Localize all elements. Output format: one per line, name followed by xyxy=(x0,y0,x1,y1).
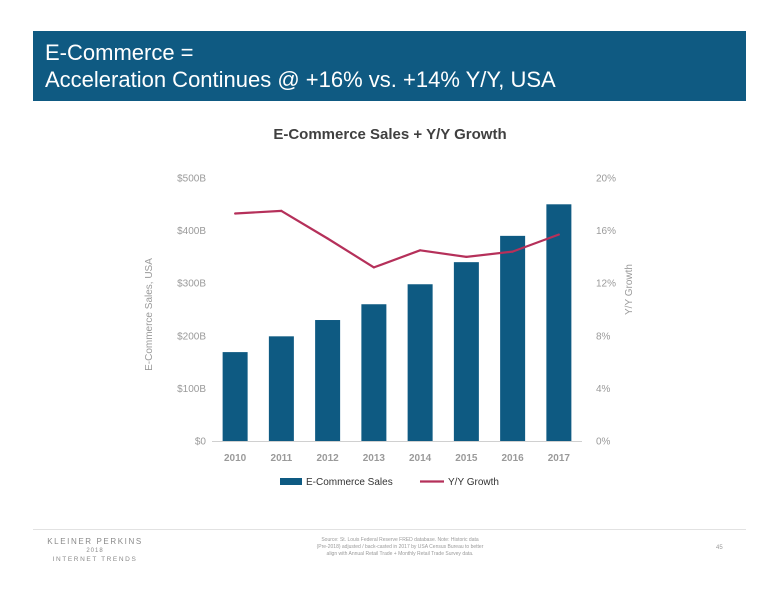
y-tick-right: 8% xyxy=(596,331,611,342)
y-tick-left: $200B xyxy=(177,331,206,342)
banner-line-1: E-Commerce = xyxy=(45,40,194,65)
x-tick-label: 2014 xyxy=(409,453,432,464)
footer-year: 2018 xyxy=(86,548,104,554)
y-tick-right: 16% xyxy=(596,226,616,237)
bar-2014 xyxy=(407,284,433,441)
footer-logo: KLEINER PERKINS 2018 INTERNET TRENDS xyxy=(40,536,150,564)
y-tick-left: $100B xyxy=(177,384,206,395)
footer-brand: KLEINER PERKINS xyxy=(47,537,143,546)
bar-2017 xyxy=(546,204,572,441)
x-tick-label: 2015 xyxy=(455,453,478,464)
y-tick-left: $400B xyxy=(177,226,206,237)
source-line-2: (Pre-2018) adjusted / back-casted in 201… xyxy=(316,544,484,550)
growth-point-2011 xyxy=(280,209,283,212)
growth-point-2016 xyxy=(511,250,514,253)
growth-line xyxy=(235,209,560,269)
legend-label-growth: Y/Y Growth xyxy=(448,477,499,488)
bar-2015 xyxy=(453,262,479,441)
y-axis-label-right: Y/Y Growth xyxy=(624,264,635,315)
x-tick-label: 2017 xyxy=(548,453,571,464)
title-banner: E-Commerce = Acceleration Continues @ +1… xyxy=(33,31,746,101)
growth-point-2013 xyxy=(372,266,375,269)
y-tick-right: 20% xyxy=(596,174,616,185)
footer-subtitle: INTERNET TRENDS xyxy=(52,556,138,563)
growth-point-2014 xyxy=(419,249,422,252)
y-tick-left: $0 xyxy=(195,437,207,448)
bar-2011 xyxy=(268,336,294,441)
y-tick-left: $500B xyxy=(177,174,206,185)
legend-label-sales: E-Commerce Sales xyxy=(306,477,393,488)
y-tick-right: 12% xyxy=(596,279,616,290)
legend-bar-swatch xyxy=(280,478,302,485)
y-axis-label-left: E-Commerce Sales, USA xyxy=(144,258,155,371)
x-tick-label: 2010 xyxy=(224,453,247,464)
banner-line-2: Acceleration Continues @ +16% vs. +14% Y… xyxy=(45,67,556,92)
source-note: Source: St. Louis Federal Reserve FRED d… xyxy=(270,537,530,558)
page-number: 45 xyxy=(716,545,723,551)
chart: E-Commerce Sales + Y/Y Growth $0 $100B $20… xyxy=(144,126,635,488)
growth-point-2010 xyxy=(234,212,237,215)
bar-2016 xyxy=(500,235,526,441)
x-tick-label: 2016 xyxy=(502,453,525,464)
growth-point-2015 xyxy=(465,255,468,258)
bar-2013 xyxy=(361,304,387,441)
legend: E-Commerce Sales Y/Y Growth xyxy=(280,477,499,488)
growth-point-2017 xyxy=(557,233,560,236)
source-line-3: align with Annual Retail Trade + Monthly… xyxy=(326,551,474,557)
source-line-1: Source: St. Louis Federal Reserve FRED d… xyxy=(321,537,479,543)
y-tick-right: 0% xyxy=(596,437,611,448)
x-tick-label: 2013 xyxy=(363,453,386,464)
bar-2010 xyxy=(222,352,248,441)
footer-divider xyxy=(33,529,746,530)
y-tick-right: 4% xyxy=(596,384,611,395)
bar-2012 xyxy=(315,320,341,441)
x-tick-label: 2011 xyxy=(271,453,293,464)
y-tick-left: $300B xyxy=(177,279,206,290)
growth-point-2012 xyxy=(326,237,329,240)
chart-title: E-Commerce Sales + Y/Y Growth xyxy=(273,126,506,143)
x-tick-label: 2012 xyxy=(317,453,340,464)
